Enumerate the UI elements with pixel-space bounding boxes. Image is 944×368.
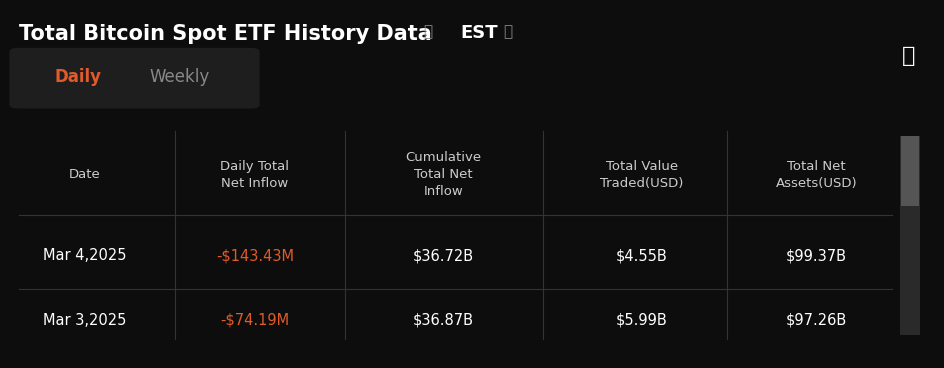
Text: ⓘ: ⓘ — [503, 24, 513, 39]
Text: $97.26B: $97.26B — [786, 313, 847, 328]
Text: Cumulative
Total Net
Inflow: Cumulative Total Net Inflow — [406, 151, 481, 198]
Text: Total Value
Traded(USD): Total Value Traded(USD) — [600, 160, 683, 190]
Text: -$74.19M: -$74.19M — [220, 313, 290, 328]
Text: Total Bitcoin Spot ETF History Data: Total Bitcoin Spot ETF History Data — [19, 24, 431, 44]
Text: Mar 4,2025: Mar 4,2025 — [43, 248, 126, 263]
Text: Weekly: Weekly — [149, 68, 210, 86]
Bar — [900, 136, 920, 335]
Text: $4.55B: $4.55B — [616, 248, 667, 263]
Text: EST: EST — [461, 24, 498, 42]
Text: $99.37B: $99.37B — [786, 248, 847, 263]
FancyBboxPatch shape — [9, 48, 260, 109]
Text: Mar 3,2025: Mar 3,2025 — [43, 313, 126, 328]
Text: Daily Total
Net Inflow: Daily Total Net Inflow — [220, 160, 290, 190]
Text: Daily: Daily — [55, 68, 102, 86]
Text: $36.72B: $36.72B — [413, 248, 474, 263]
Text: $36.87B: $36.87B — [413, 313, 474, 328]
Text: Date: Date — [69, 168, 101, 181]
Text: ⓘ: ⓘ — [423, 24, 432, 39]
Text: -$143.43M: -$143.43M — [216, 248, 294, 263]
Text: Total Net
Assets(USD): Total Net Assets(USD) — [776, 160, 857, 190]
Bar — [901, 136, 919, 206]
Text: ⤓: ⤓ — [902, 46, 915, 66]
Text: $5.99B: $5.99B — [616, 313, 667, 328]
